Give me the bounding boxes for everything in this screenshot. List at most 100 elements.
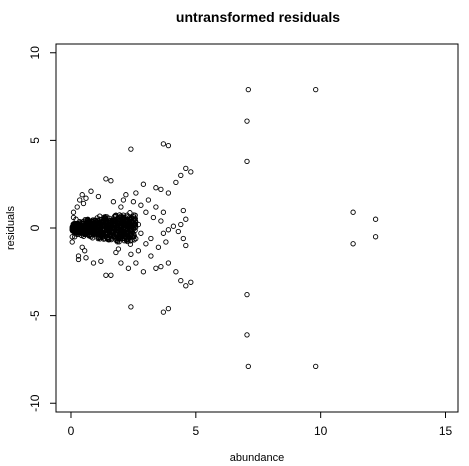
data-point <box>86 219 92 226</box>
data-point <box>175 228 181 235</box>
data-point <box>103 176 109 182</box>
data-point <box>95 227 102 233</box>
data-point <box>130 199 137 205</box>
y-tick-label: -10 <box>28 394 42 412</box>
data-point <box>145 197 152 203</box>
data-point <box>89 235 96 241</box>
x-tick-label: 0 <box>68 424 75 438</box>
data-point <box>244 291 250 298</box>
data-point <box>165 260 172 266</box>
data-point <box>165 142 172 149</box>
data-point <box>120 233 126 239</box>
data-point <box>80 200 87 207</box>
data-point <box>244 118 250 124</box>
data-point <box>124 212 130 218</box>
data-point <box>82 248 88 254</box>
data-point <box>165 227 172 233</box>
data-point <box>98 258 104 264</box>
data-point <box>180 207 186 214</box>
data-point <box>313 363 319 370</box>
data-point <box>372 216 379 222</box>
y-tick-label: 10 <box>28 46 42 60</box>
data-point <box>131 233 137 239</box>
data-point <box>178 277 184 284</box>
data-point <box>95 193 102 200</box>
data-point <box>133 224 139 231</box>
data-point <box>372 234 379 240</box>
data-point <box>78 229 84 235</box>
data-point <box>160 309 167 315</box>
data-point <box>128 304 134 310</box>
data-point <box>138 230 144 236</box>
y-tick-label: -5 <box>28 310 42 321</box>
data-point <box>112 218 119 224</box>
data-point <box>84 228 90 234</box>
data-point <box>158 186 164 193</box>
data-point <box>140 181 147 187</box>
y-axis-label: residuals <box>5 205 17 250</box>
data-point <box>112 226 118 233</box>
x-axis-label: abundance <box>230 452 284 464</box>
data-point <box>153 204 159 210</box>
data-point <box>118 204 124 210</box>
data-point <box>148 253 154 259</box>
data-point <box>110 199 117 205</box>
data-point <box>69 239 75 245</box>
data-point <box>108 178 114 184</box>
data-points <box>69 86 379 370</box>
data-point <box>128 146 134 152</box>
data-point <box>83 226 89 233</box>
data-point <box>178 172 184 179</box>
x-axis: 0 5 10 15 <box>68 412 453 438</box>
data-point <box>138 202 144 208</box>
data-point <box>123 237 130 244</box>
data-point <box>133 260 139 266</box>
data-point <box>94 215 100 221</box>
data-point <box>160 230 167 236</box>
data-point <box>133 190 139 196</box>
data-point <box>178 221 184 228</box>
data-point <box>173 269 179 275</box>
data-point <box>109 228 115 234</box>
data-point <box>133 235 139 242</box>
data-point <box>155 244 162 250</box>
data-point <box>101 224 107 230</box>
data-point <box>113 235 119 241</box>
data-point <box>153 265 159 271</box>
data-point <box>170 223 177 229</box>
data-point <box>84 221 90 227</box>
x-tick-label: 15 <box>439 424 453 438</box>
data-point <box>140 269 147 275</box>
x-tick-label: 5 <box>192 424 199 438</box>
data-point <box>126 233 132 239</box>
data-point <box>350 209 356 215</box>
data-point <box>103 272 109 278</box>
data-point <box>143 209 149 215</box>
data-point <box>116 239 122 245</box>
data-point <box>150 214 157 221</box>
data-point <box>69 234 75 240</box>
data-point <box>101 214 107 220</box>
data-point <box>183 165 189 172</box>
data-point <box>188 279 194 285</box>
data-point <box>153 185 159 191</box>
data-point <box>88 188 94 194</box>
data-point <box>91 223 97 229</box>
data-point <box>106 227 112 233</box>
data-point <box>70 209 77 215</box>
data-point <box>70 221 76 227</box>
data-point <box>107 215 113 222</box>
data-point <box>90 260 97 266</box>
data-point <box>163 239 169 245</box>
data-point <box>115 236 122 242</box>
data-point <box>165 190 172 196</box>
data-point <box>132 227 138 234</box>
data-point <box>98 231 105 237</box>
data-point <box>108 272 114 278</box>
data-point <box>180 235 186 242</box>
data-point <box>79 192 85 198</box>
data-point <box>160 141 167 147</box>
chart-title: untransformed residuals <box>176 9 340 25</box>
data-point <box>125 265 132 271</box>
